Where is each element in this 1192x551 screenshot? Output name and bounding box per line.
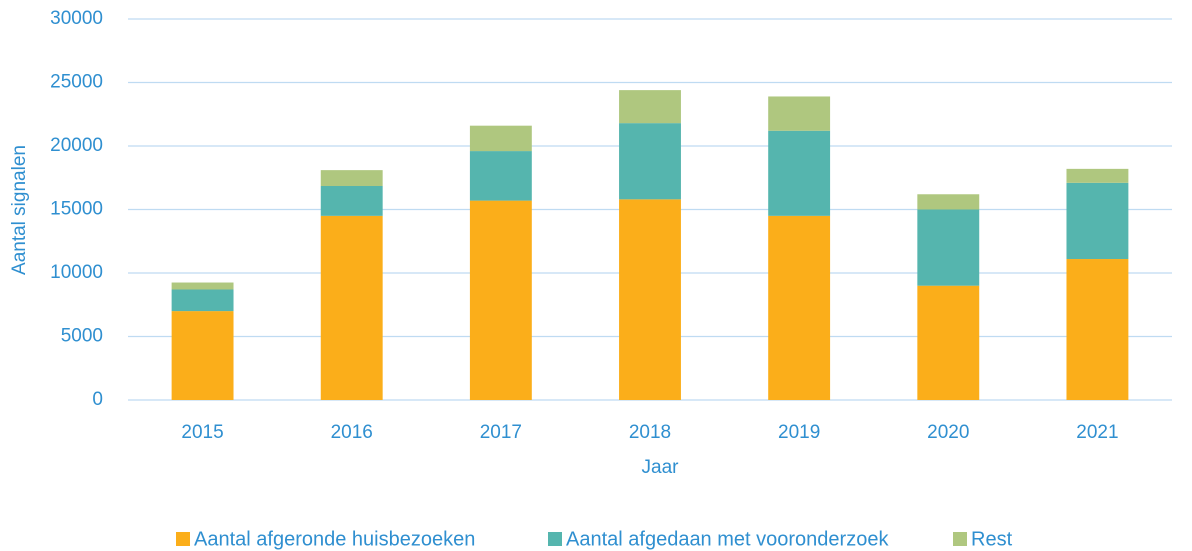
bar-segment <box>320 170 383 187</box>
bar-segment <box>171 289 234 312</box>
x-tick-label: 2015 <box>181 422 223 443</box>
legend-label: Rest <box>971 528 1013 550</box>
bar-segment <box>320 215 383 400</box>
bar-segment <box>171 311 234 400</box>
bar-segment <box>619 199 681 400</box>
bar-segment <box>1066 259 1129 400</box>
bar-segment <box>1066 168 1129 183</box>
x-tick-label: 2020 <box>927 422 969 443</box>
bar-segment <box>1066 182 1129 260</box>
x-tick-label: 2016 <box>331 422 373 443</box>
bar-segment <box>469 125 532 152</box>
y-tick-label: 0 <box>92 389 103 410</box>
y-tick-label: 30000 <box>50 8 103 29</box>
bar-segment <box>917 209 980 286</box>
bar-segment <box>917 285 980 400</box>
y-tick-label: 20000 <box>50 135 103 156</box>
bar-segment <box>320 186 383 216</box>
y-tick-label: 25000 <box>50 72 103 93</box>
x-tick-label: 2021 <box>1076 422 1118 443</box>
y-tick-label: 10000 <box>50 262 103 283</box>
bar-segment <box>469 200 532 400</box>
legend-label: Aantal afgedaan met vooronderzoek <box>566 528 889 550</box>
x-tick-label: 2018 <box>629 422 671 443</box>
x-tick-label: 2017 <box>480 422 522 443</box>
legend-label: Aantal afgeronde huisbezoeken <box>194 528 475 550</box>
bar-segment <box>768 130 831 216</box>
y-axis-title: Aantal signalen <box>9 145 30 275</box>
x-tick-label: 2019 <box>778 422 820 443</box>
legend-swatch <box>548 532 562 546</box>
legend-swatch <box>953 532 967 546</box>
bar-segment <box>768 96 831 131</box>
bar-segment <box>917 194 980 210</box>
bar-segment <box>768 215 831 400</box>
y-tick-label: 15000 <box>50 199 103 220</box>
x-axis-title: Jaar <box>642 457 680 478</box>
legend-swatch <box>176 532 190 546</box>
bar-segment <box>171 282 234 290</box>
bar-segment <box>469 151 532 201</box>
bar-segment <box>619 90 681 124</box>
y-tick-label: 5000 <box>61 326 103 347</box>
bar-segment <box>619 123 681 200</box>
